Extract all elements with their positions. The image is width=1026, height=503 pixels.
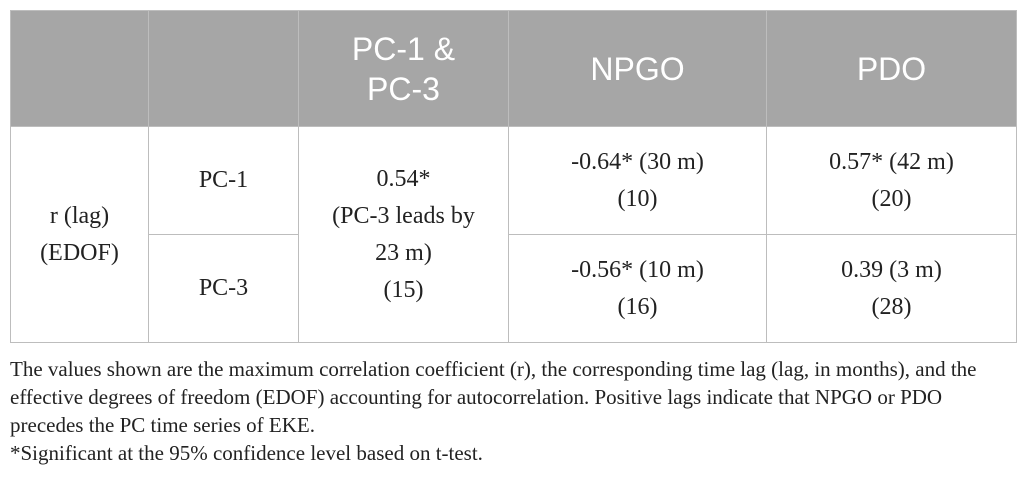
- pc1-npgo-line-2: (10): [617, 185, 658, 212]
- pc1-pc3-value-line-3: 23 m): [375, 239, 432, 266]
- table-row: PC-3 -0.56* (10 m) (16) 0.39 (3 m) (28): [11, 234, 1017, 343]
- table-header-row: PC-1 & PC-3 NPGO PDO: [10, 10, 1017, 127]
- footnote-main: The values shown are the maximum correla…: [10, 357, 977, 437]
- header-blank-2: [148, 10, 299, 127]
- row-group-label-line-2: (EDOF): [40, 239, 119, 266]
- pc1-pdo-line-2: (20): [871, 185, 912, 212]
- header-pc1-pc3-line-2: PC-3: [367, 70, 440, 107]
- row-label-pc1: PC-1: [148, 126, 299, 235]
- header-pdo: PDO: [766, 10, 1017, 127]
- cell-pc1-pc3-value: 0.54* (PC-3 leads by 23 m) (15): [298, 126, 509, 343]
- correlation-table: PC-1 & PC-3 NPGO PDO r (lag) (EDOF) PC-1…: [10, 10, 1017, 343]
- row-label-pc3: PC-3: [148, 234, 299, 343]
- cell-pc3-pdo: 0.39 (3 m) (28): [766, 234, 1017, 343]
- pc3-pdo-line-1: 0.39 (3 m): [841, 256, 942, 283]
- pc3-pdo-line-2: (28): [871, 293, 912, 320]
- row-group-label-line-1: r (lag): [49, 202, 110, 229]
- pc1-pc3-value-line-2: (PC-3 leads by: [332, 202, 475, 229]
- pc1-pc3-value-line-1: 0.54*: [376, 165, 431, 192]
- pc1-pdo-line-1: 0.57* (42 m): [829, 148, 954, 175]
- pc1-pc3-value-line-4: (15): [383, 276, 424, 303]
- cell-pc1-npgo: -0.64* (30 m) (10): [508, 126, 767, 235]
- pc3-npgo-line-2: (16): [617, 293, 658, 320]
- cell-pc1-pdo: 0.57* (42 m) (20): [766, 126, 1017, 235]
- row-group-label: r (lag) (EDOF): [10, 126, 149, 343]
- pc3-npgo-line-1: -0.56* (10 m): [571, 256, 704, 283]
- header-pc1-pc3: PC-1 & PC-3: [298, 10, 509, 127]
- pc1-npgo-line-1: -0.64* (30 m): [571, 148, 704, 175]
- header-pc1-pc3-line-1: PC-1 &: [351, 30, 456, 67]
- header-blank-1: [10, 10, 149, 127]
- header-npgo: NPGO: [508, 10, 767, 127]
- table-row: r (lag) (EDOF) PC-1 0.54* (PC-3 leads by…: [10, 126, 1017, 343]
- table-footnotes: The values shown are the maximum correla…: [10, 355, 1020, 467]
- cell-pc3-npgo: -0.56* (10 m) (16): [508, 234, 767, 343]
- footnote-significance: *Significant at the 95% confidence level…: [10, 441, 483, 465]
